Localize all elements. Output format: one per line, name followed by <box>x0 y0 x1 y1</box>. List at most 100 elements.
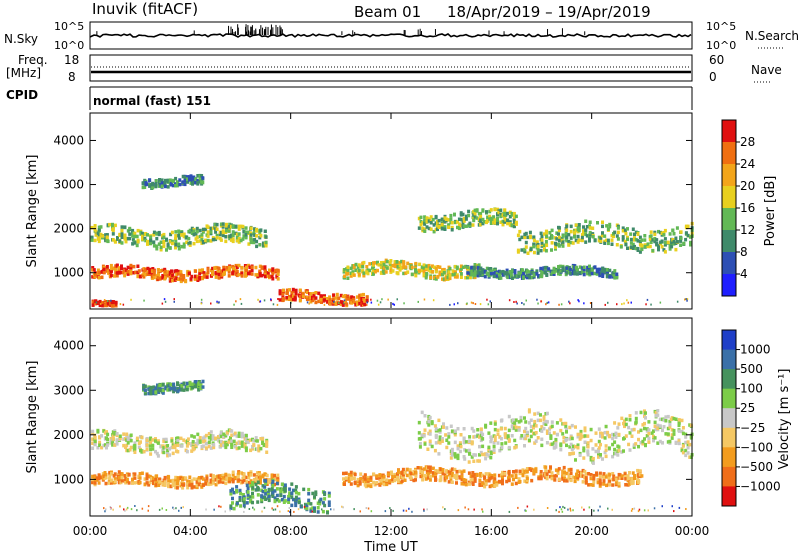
heatmap-cell <box>219 222 223 226</box>
heatmap-cell <box>630 434 634 438</box>
heatmap-cell <box>604 444 608 448</box>
heatmap-cell <box>603 234 607 238</box>
heatmap-cell <box>489 219 493 223</box>
heatmap-cell <box>519 271 523 276</box>
heatmap-cell <box>105 265 109 269</box>
heatmap-cell <box>290 503 294 508</box>
heatmap-cell <box>646 244 650 249</box>
heatmap-cell <box>524 426 528 431</box>
heatmap-cell <box>584 472 588 476</box>
heatmap-cell <box>169 240 173 244</box>
heatmap-cell <box>393 478 397 483</box>
heatmap-cell <box>524 434 528 438</box>
colorbar-frame <box>721 329 737 507</box>
heatmap-cell <box>563 476 566 481</box>
heatmap-cell <box>544 240 548 244</box>
heatmap-cell <box>459 211 463 215</box>
heatmap-cell <box>120 241 124 245</box>
heatmap-cell <box>275 493 279 498</box>
heatmap-cell <box>500 418 504 422</box>
heatmap-cell <box>584 228 588 232</box>
heatmap-cell <box>163 267 167 272</box>
heatmap-cell <box>113 431 117 435</box>
heatmap-cell <box>458 469 462 474</box>
heatmap-cell <box>327 494 331 498</box>
heatmap-cell <box>532 244 536 249</box>
heatmap-cell <box>273 477 276 482</box>
heatmap-speckle <box>472 302 474 305</box>
heatmap-cell <box>115 263 119 267</box>
heatmap-cell <box>219 474 223 478</box>
heatmap-cell <box>259 446 263 451</box>
heatmap-cell <box>154 437 157 441</box>
heatmap-cell <box>601 274 605 278</box>
heatmap-cell <box>586 269 590 273</box>
heatmap-cell <box>309 295 313 300</box>
heatmap-cell <box>428 439 432 443</box>
heatmap-cell <box>501 273 505 277</box>
heatmap-cell <box>512 470 515 474</box>
heatmap-cell <box>129 433 133 437</box>
heatmap-cell <box>202 271 206 275</box>
heatmap-cell <box>185 387 189 392</box>
heatmap-cell <box>221 480 225 484</box>
heatmap-cell <box>611 436 615 441</box>
heatmap-cell <box>346 297 350 301</box>
heatmap-cell <box>167 475 171 479</box>
heatmap-cell <box>358 480 362 484</box>
heatmap-speckle <box>109 507 112 510</box>
heatmap-cell <box>670 244 674 249</box>
heatmap-cell <box>148 272 152 276</box>
heatmap-cell <box>276 479 280 483</box>
heatmap-cell <box>199 386 203 391</box>
heatmap-cell <box>221 233 225 238</box>
heatmap-cell <box>516 233 520 238</box>
heatmap-cell <box>214 265 218 270</box>
heatmap-cell <box>97 239 101 244</box>
heatmap-cell <box>257 444 261 448</box>
heatmap-cell <box>176 478 180 482</box>
heatmap-cell <box>644 443 647 448</box>
heatmap-cell <box>603 267 607 272</box>
heatmap-cell <box>198 175 202 179</box>
heatmap-cell <box>444 217 448 221</box>
heatmap-cell <box>256 493 260 497</box>
heatmap-cell <box>545 472 549 476</box>
heatmap-cell <box>557 269 560 273</box>
heatmap-cell <box>148 267 152 272</box>
heatmap-cell <box>493 422 497 426</box>
heatmap-cell <box>507 445 511 450</box>
heatmap-cell <box>273 473 276 478</box>
heatmap-cell <box>133 443 137 448</box>
heatmap-cell <box>149 436 153 440</box>
heatmap-cell <box>453 272 457 276</box>
heatmap-cell <box>643 437 646 441</box>
heatmap-cell <box>145 477 149 481</box>
heatmap-cell <box>464 449 468 453</box>
ytick-label: 4000 <box>53 133 84 147</box>
heatmap-cell <box>626 237 629 242</box>
heatmap-cell <box>638 250 642 254</box>
heatmap-speckle <box>248 508 251 510</box>
heatmap-cell <box>540 270 544 274</box>
heatmap-cell <box>614 452 618 456</box>
heatmap-cell <box>499 208 503 212</box>
heatmap-cell <box>624 422 628 427</box>
heatmap-cell <box>467 209 471 214</box>
heatmap-speckle <box>272 508 275 511</box>
heatmap-speckle <box>274 508 277 511</box>
heatmap-speckle <box>366 303 368 306</box>
heatmap-cell <box>498 435 502 439</box>
heatmap-cell <box>579 432 583 437</box>
heatmap-cell <box>287 500 291 504</box>
heatmap-speckle <box>555 509 557 512</box>
heatmap-cell <box>422 474 426 478</box>
heatmap-cell <box>574 228 578 232</box>
heatmap-cell <box>581 480 585 484</box>
heatmap-cell <box>326 300 330 304</box>
heatmap-cell <box>356 265 360 269</box>
heatmap-cell <box>561 234 565 238</box>
heatmap-speckle <box>653 507 656 510</box>
heatmap-cell <box>221 476 225 480</box>
heatmap-cell <box>219 430 223 435</box>
